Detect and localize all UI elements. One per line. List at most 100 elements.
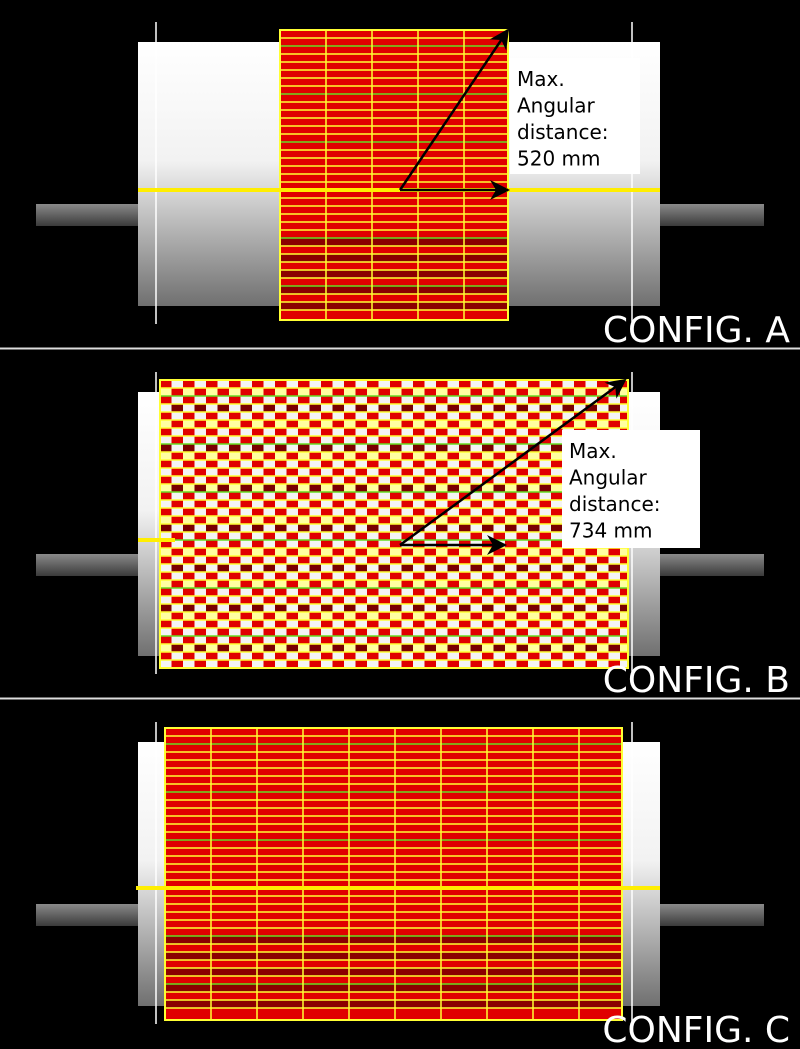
tile xyxy=(194,540,206,548)
tile xyxy=(286,436,298,444)
tile xyxy=(585,548,597,556)
tile-pattern xyxy=(279,29,509,321)
tile xyxy=(413,548,425,556)
tile xyxy=(378,620,390,628)
tile xyxy=(378,612,390,620)
tile xyxy=(194,468,206,476)
tile xyxy=(574,588,586,596)
tile xyxy=(171,612,183,620)
tile xyxy=(447,628,459,636)
tile xyxy=(390,628,402,636)
tile xyxy=(309,380,321,388)
tile xyxy=(470,380,482,388)
tile xyxy=(436,420,448,428)
tile xyxy=(493,420,505,428)
tile xyxy=(309,644,321,652)
tile xyxy=(390,636,402,644)
tile xyxy=(160,468,172,476)
tile xyxy=(171,428,183,436)
tile xyxy=(378,628,390,636)
tile xyxy=(378,524,390,532)
tile xyxy=(332,556,344,564)
tile xyxy=(390,420,402,428)
tile xyxy=(401,532,413,540)
tile xyxy=(183,444,195,452)
tile xyxy=(562,636,574,644)
tile xyxy=(482,636,494,644)
tile xyxy=(516,380,528,388)
tile xyxy=(401,556,413,564)
tile xyxy=(562,644,574,652)
tile xyxy=(390,444,402,452)
tile xyxy=(355,556,367,564)
tile xyxy=(298,524,310,532)
tile xyxy=(160,508,172,516)
tile xyxy=(206,564,218,572)
tile xyxy=(240,460,252,468)
tile xyxy=(252,580,264,588)
tile xyxy=(378,564,390,572)
tile xyxy=(482,396,494,404)
tile xyxy=(447,476,459,484)
tile xyxy=(516,652,528,660)
tile xyxy=(482,412,494,420)
tile xyxy=(390,564,402,572)
tile xyxy=(160,556,172,564)
tile xyxy=(608,596,620,604)
tile xyxy=(528,420,540,428)
tile xyxy=(470,436,482,444)
tile xyxy=(275,436,287,444)
tile xyxy=(309,460,321,468)
tile xyxy=(551,532,563,540)
tile xyxy=(539,500,551,508)
tile xyxy=(620,556,628,564)
tile xyxy=(378,500,390,508)
tile xyxy=(390,412,402,420)
tile xyxy=(447,596,459,604)
tile xyxy=(551,396,563,404)
tile xyxy=(229,404,241,412)
tile xyxy=(528,620,540,628)
tile xyxy=(413,388,425,396)
tile xyxy=(470,428,482,436)
tile xyxy=(597,652,609,660)
tile xyxy=(413,484,425,492)
tile xyxy=(298,492,310,500)
tile xyxy=(470,516,482,524)
tile xyxy=(252,476,264,484)
tile xyxy=(585,636,597,644)
tile xyxy=(539,412,551,420)
tile xyxy=(275,652,287,660)
tile xyxy=(217,588,229,596)
tile xyxy=(436,580,448,588)
tile xyxy=(482,556,494,564)
tile xyxy=(539,532,551,540)
tile xyxy=(240,532,252,540)
tile xyxy=(263,604,275,612)
tile xyxy=(493,628,505,636)
tile xyxy=(298,660,310,668)
tile xyxy=(597,572,609,580)
tile xyxy=(436,468,448,476)
tile xyxy=(183,532,195,540)
tile xyxy=(378,652,390,660)
tile xyxy=(194,396,206,404)
tile xyxy=(183,540,195,548)
tile xyxy=(217,476,229,484)
tile xyxy=(263,660,275,668)
tile xyxy=(516,644,528,652)
tile xyxy=(286,428,298,436)
tile xyxy=(459,548,471,556)
tile xyxy=(516,572,528,580)
tile xyxy=(574,548,586,556)
tile xyxy=(597,404,609,412)
tile xyxy=(401,660,413,668)
tile xyxy=(321,404,333,412)
tile xyxy=(171,524,183,532)
tile xyxy=(551,404,563,412)
tile xyxy=(355,660,367,668)
tile xyxy=(447,620,459,628)
tile xyxy=(344,380,356,388)
tile xyxy=(171,588,183,596)
tile xyxy=(332,460,344,468)
